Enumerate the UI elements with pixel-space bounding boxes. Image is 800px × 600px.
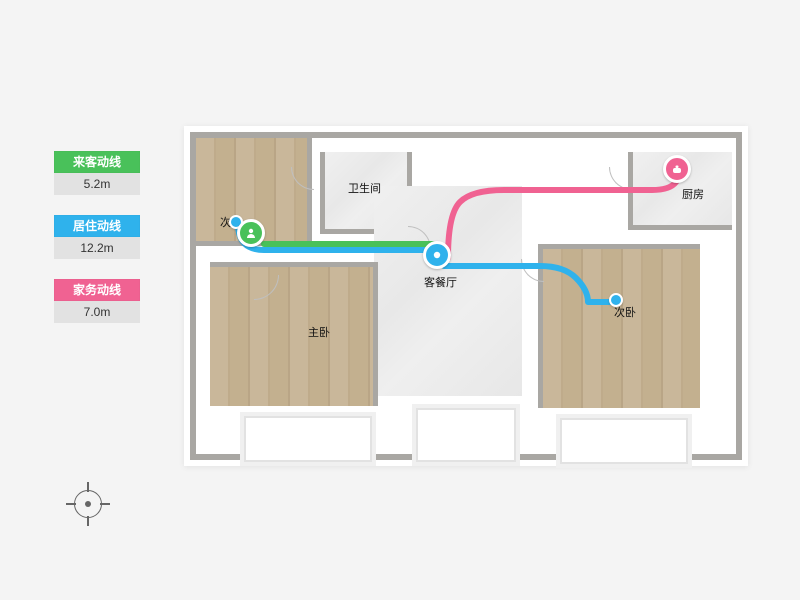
room-label-bathroom: 卫生间: [348, 180, 381, 196]
path-node-guest-node: [237, 219, 265, 247]
legend-item-chore: 家务动线 7.0m: [54, 279, 140, 323]
floor-plan: 卫生间厨房客餐厅主卧次卧次卧: [184, 126, 748, 466]
legend-title-guest: 来客动线: [54, 151, 140, 173]
legend-value-chore: 7.0m: [54, 301, 140, 323]
room-living: [374, 186, 522, 396]
legend: 来客动线 5.2m 居住动线 12.2m 家务动线 7.0m: [54, 151, 140, 343]
room-label-master-bedroom: 主卧: [308, 324, 330, 340]
legend-title-live: 居住动线: [54, 215, 140, 237]
balcony-0: [240, 412, 376, 466]
legend-item-live: 居住动线 12.2m: [54, 215, 140, 259]
legend-value-guest: 5.2m: [54, 173, 140, 195]
path-node-chore-node: [663, 155, 691, 183]
legend-title-chore: 家务动线: [54, 279, 140, 301]
legend-value-live: 12.2m: [54, 237, 140, 259]
room-master-bedroom: [210, 262, 378, 406]
compass-icon: [70, 486, 106, 522]
room-second-bedroom: [538, 244, 700, 408]
path-endpoint-1: [609, 293, 623, 307]
room-label-kitchen: 厨房: [682, 186, 704, 202]
legend-item-guest: 来客动线 5.2m: [54, 151, 140, 195]
room-label-living: 客餐厅: [424, 274, 457, 290]
balcony-1: [412, 404, 520, 466]
path-node-live-node: [423, 241, 451, 269]
wall-right: [736, 132, 742, 460]
page: 来客动线 5.2m 居住动线 12.2m 家务动线 7.0m 卫生间 厨房客餐厅主…: [0, 0, 800, 600]
balcony-2: [556, 414, 692, 468]
